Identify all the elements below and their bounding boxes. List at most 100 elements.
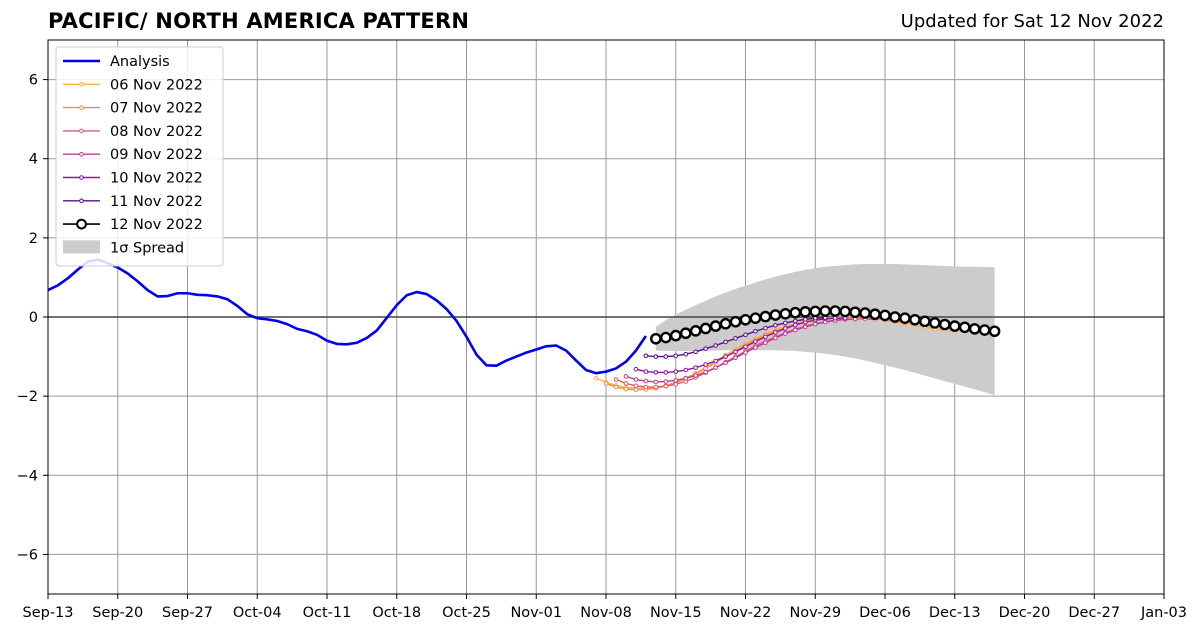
forecast-point xyxy=(859,307,871,319)
y-tick-label: −6 xyxy=(17,547,38,563)
forecast-point xyxy=(723,360,728,366)
forecast-point xyxy=(753,339,758,344)
forecast-point xyxy=(693,365,698,370)
forecast-point xyxy=(929,317,941,329)
forecast-point xyxy=(633,366,639,372)
forecast-point xyxy=(773,323,778,328)
forecast-point xyxy=(793,318,798,324)
forecast-point xyxy=(802,317,808,322)
forecast-point xyxy=(669,329,682,342)
forecast-point xyxy=(793,322,798,328)
forecast-point xyxy=(673,369,679,374)
legend-label: 12 Nov 2022 xyxy=(110,217,203,233)
forecast-point xyxy=(623,374,629,379)
forecast-point xyxy=(713,343,718,348)
forecast-point xyxy=(709,320,722,332)
legend-marker xyxy=(76,218,87,230)
forecast-point xyxy=(713,365,718,370)
y-tick-label: −2 xyxy=(17,389,38,405)
forecast-point xyxy=(633,377,639,382)
forecast-point xyxy=(633,387,639,393)
forecast-point xyxy=(779,308,792,320)
forecast-point xyxy=(653,354,659,359)
forecast-point xyxy=(799,306,812,318)
forecast-point xyxy=(643,369,649,374)
x-tick-label: Nov-01 xyxy=(510,605,562,621)
legend-box xyxy=(55,46,224,267)
y-tick-label: 6 xyxy=(29,73,38,89)
forecast-point xyxy=(773,330,778,335)
forecast-point xyxy=(673,378,679,383)
legend-label: 1σ Spread xyxy=(110,240,184,256)
forecast-point xyxy=(749,312,762,324)
forecast-point xyxy=(829,305,841,317)
chart-subtitle: Updated for Sat 12 Nov 2022 xyxy=(900,11,1164,32)
x-tick-label: Oct-11 xyxy=(303,605,352,621)
forecast-point xyxy=(753,345,758,350)
forecast-point xyxy=(703,346,708,351)
forecast-point xyxy=(713,358,718,364)
forecast-point xyxy=(733,355,738,361)
forecast-point xyxy=(743,344,748,349)
forecast-point xyxy=(988,325,1001,338)
forecast-point xyxy=(783,320,788,326)
forecast-point xyxy=(683,351,689,357)
forecast-point xyxy=(643,353,649,359)
legend-label: 11 Nov 2022 xyxy=(110,194,203,210)
forecast-point xyxy=(889,311,901,323)
forecast-point xyxy=(948,320,961,332)
forecast-point xyxy=(703,369,708,375)
forecast-point xyxy=(802,324,808,330)
forecast-point xyxy=(689,325,702,337)
x-tick-label: Dec-13 xyxy=(929,605,981,621)
forecast-point xyxy=(653,379,659,385)
forecast-point xyxy=(699,322,712,335)
forecast-point xyxy=(812,321,818,327)
x-tick-label: Dec-27 xyxy=(1068,605,1120,621)
forecast-point xyxy=(613,384,619,390)
forecast-point xyxy=(623,386,629,392)
forecast-point xyxy=(849,306,861,319)
x-tick-label: Oct-04 xyxy=(233,605,282,621)
forecast-point xyxy=(653,384,659,390)
x-tick-label: Sep-13 xyxy=(22,605,73,621)
forecast-point xyxy=(958,321,971,334)
forecast-point xyxy=(703,366,708,371)
y-tick-label: 4 xyxy=(29,152,38,168)
forecast-point xyxy=(650,332,662,345)
x-tick-label: Nov-29 xyxy=(789,605,841,621)
analysis-line xyxy=(47,258,647,375)
forecast-point xyxy=(743,350,748,355)
forecast-point xyxy=(938,318,951,331)
series-layer xyxy=(47,258,1001,393)
forecast-point xyxy=(763,340,768,346)
forecast-point xyxy=(723,339,728,345)
ticks-layer: Sep-13 Sep-20 Sep-27 Oct-04 Oct-11 Oct-18 Oct-… xyxy=(17,73,1187,621)
forecast-point xyxy=(719,317,732,330)
forecast-point xyxy=(769,309,782,321)
legend-marker xyxy=(79,105,84,110)
legend-marker xyxy=(79,128,84,134)
forecast-point xyxy=(919,315,931,328)
forecast-point xyxy=(809,305,822,318)
legend-marker xyxy=(79,198,84,204)
forecast-point xyxy=(679,327,692,340)
x-tick-label: Dec-20 xyxy=(999,605,1051,621)
forecast-point xyxy=(633,383,639,389)
forecast-point xyxy=(733,336,738,341)
x-tick-label: Sep-20 xyxy=(92,605,143,621)
forecast-point xyxy=(643,378,649,384)
legend-marker xyxy=(79,151,84,157)
legend-label: 10 Nov 2022 xyxy=(110,171,203,187)
forecast-point xyxy=(693,373,698,378)
x-tick-label: Nov-08 xyxy=(580,605,632,621)
forecast-point xyxy=(783,326,788,331)
forecast-point xyxy=(613,377,619,382)
forecast-point xyxy=(663,354,669,359)
forecast-point xyxy=(793,327,798,333)
forecast-line xyxy=(635,317,846,374)
forecast-point xyxy=(909,313,921,326)
forecast-point xyxy=(683,367,689,373)
chart-title: PACIFIC/ NORTH AMERICA PATTERN xyxy=(48,9,470,33)
